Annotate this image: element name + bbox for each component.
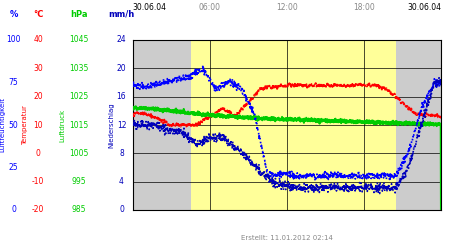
Text: 20: 20 [33,92,43,101]
Text: 0: 0 [11,206,16,214]
Text: 8: 8 [119,149,124,158]
Text: 20: 20 [117,64,126,73]
Text: 16: 16 [117,92,126,101]
Text: 40: 40 [33,36,43,44]
Text: 10: 10 [33,120,43,130]
Text: Luftfeuchtigkeit: Luftfeuchtigkeit [0,98,6,152]
Text: 24: 24 [117,36,126,44]
Text: -10: -10 [32,177,45,186]
Text: %: % [9,10,18,19]
Text: 50: 50 [9,120,18,130]
Text: 18:00: 18:00 [353,4,375,13]
Text: 25: 25 [9,163,18,172]
Text: Temperatur: Temperatur [22,105,28,145]
Text: 1015: 1015 [69,120,88,130]
Bar [133,40,190,210]
Text: hPa: hPa [70,10,87,19]
Text: 30: 30 [33,64,43,73]
Text: 100: 100 [6,36,21,44]
Text: 30.06.04: 30.06.04 [407,4,441,13]
Text: °C: °C [33,10,44,19]
Bar [396,40,441,210]
Text: 4: 4 [119,177,124,186]
Text: 12:00: 12:00 [276,4,298,13]
Text: 06:00: 06:00 [199,4,221,13]
Text: 0: 0 [119,206,124,214]
Text: 0: 0 [36,149,40,158]
Text: Erstellt: 11.01.2012 02:14: Erstellt: 11.01.2012 02:14 [241,235,333,241]
Text: -20: -20 [32,206,45,214]
Text: 995: 995 [72,177,86,186]
Bar [190,40,396,210]
Text: 12: 12 [117,120,126,130]
Text: 30.06.04: 30.06.04 [133,4,167,13]
Text: 1025: 1025 [69,92,88,101]
Text: mm/h: mm/h [108,10,135,19]
Text: Luftdruck: Luftdruck [59,108,65,142]
Text: 1005: 1005 [69,149,89,158]
Text: 1045: 1045 [69,36,89,44]
Text: 985: 985 [72,206,86,214]
Text: Niederschlag: Niederschlag [108,102,115,148]
Text: 1035: 1035 [69,64,89,73]
Text: 75: 75 [9,78,18,87]
